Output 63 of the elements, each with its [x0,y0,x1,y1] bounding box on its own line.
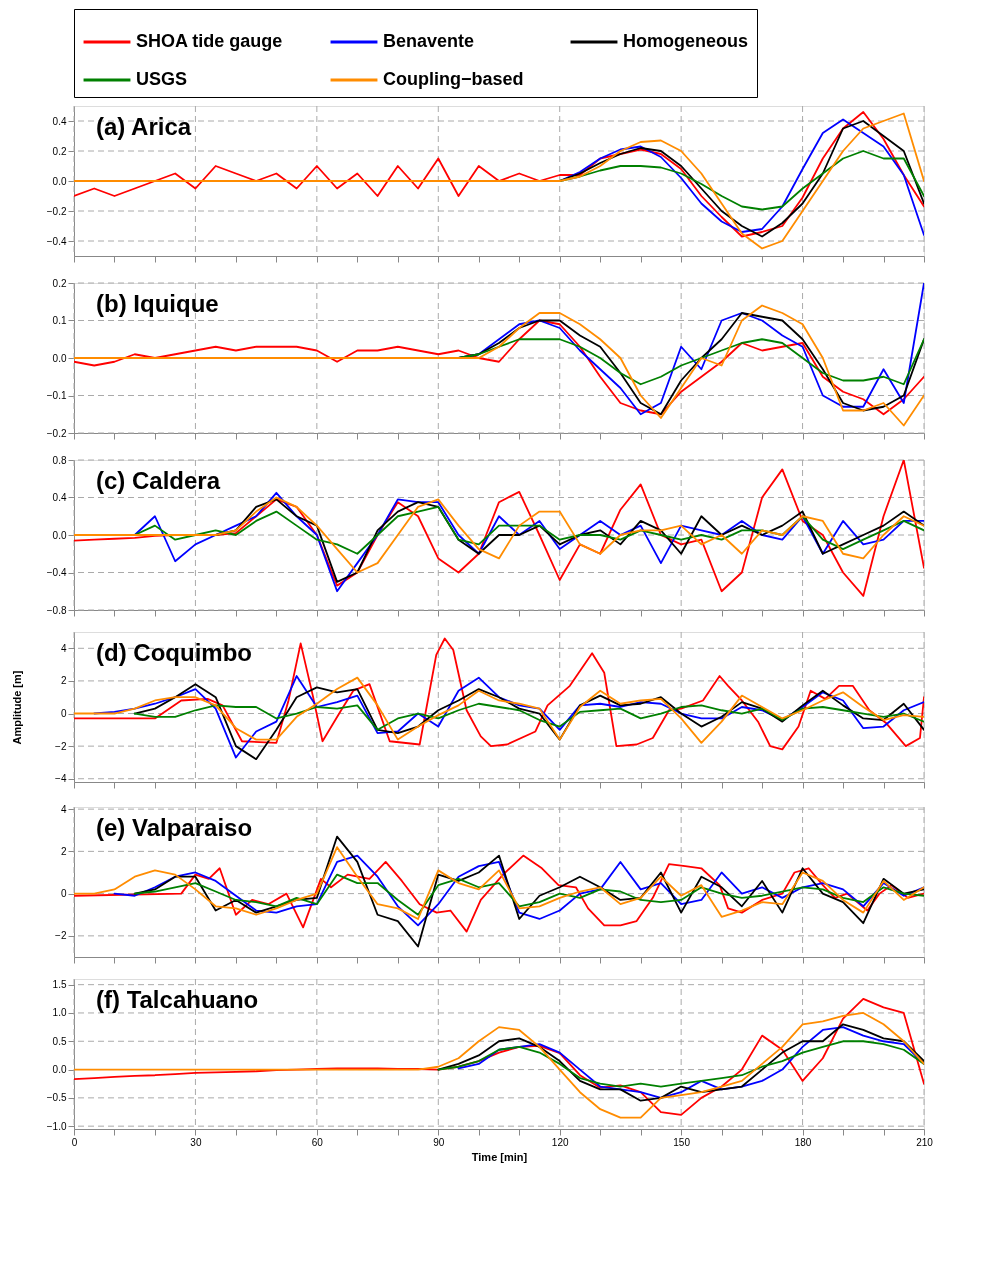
line-series [93,675,924,759]
y-tick-label: 2 [60,845,67,857]
y-tick-label: 0.4 [52,115,67,127]
line-series [133,683,924,761]
line-series [74,676,924,744]
chart-title: (b) Iquique [96,290,219,317]
line-series [133,702,924,731]
line-series [133,873,924,916]
chart-title: (c) Caldera [96,467,221,494]
y-tick-label: 0.4 [52,492,67,503]
y-tick-label: 0.0 [52,175,67,187]
y-tick-label: −4 [55,773,67,785]
y-tick-label: 0 [60,708,67,720]
y-tick-label: 1.0 [52,1007,67,1019]
y-tick-label: 0.5 [52,1035,67,1047]
x-axis-title: Time [min] [471,1150,528,1163]
y-tick-label: −1.0 [46,1120,67,1132]
y-tick-label: −0.4 [46,235,67,247]
line-series [74,637,924,751]
line-series [74,496,924,574]
y-tick-label: 0.2 [52,145,67,157]
x-tick-label: 120 [551,1136,569,1148]
y-tick-label: −0.4 [46,567,67,578]
y-tick-label: 1.5 [52,979,67,991]
y-tick-label: −2 [55,740,67,752]
legend-label: USGS [136,69,188,89]
y-tick-label: 4 [60,803,67,815]
y-axis-title: Amplitude [m] [10,670,23,745]
x-tick-label: 0 [71,1136,78,1148]
line-series [74,319,924,416]
y-tick-label: −0.8 [46,604,67,616]
x-tick-label: 30 [190,1136,202,1148]
x-tick-label: 90 [433,1136,445,1148]
y-tick-label: 4 [60,642,67,654]
y-tick-label: 2 [60,675,67,687]
legend-label: Coupling−based [383,69,524,89]
chart-title: (a) Arica [96,113,192,140]
y-tick-label: 0.8 [52,454,67,466]
x-tick-label: 180 [794,1136,812,1148]
legend-label: Homogeneous [623,31,749,51]
y-tick-label: 0 [60,888,67,900]
y-tick-label: −0.1 [46,390,67,401]
x-tick-label: 210 [916,1136,934,1148]
chart-title: (d) Coquimbo [96,639,252,666]
line-series [133,491,924,593]
line-series [74,846,924,920]
chart-title: (f) Talcahuano [96,986,259,1013]
line-series [437,1040,924,1088]
legend-label: Benavente [383,31,475,51]
chart-title: (e) Valparaiso [96,814,253,841]
line-series [133,505,924,555]
y-tick-label: 0.0 [52,352,67,364]
y-tick-label: −2 [55,930,67,942]
y-tick-label: 0.0 [52,1064,67,1076]
x-tick-label: 60 [311,1136,324,1148]
legend-label: SHOA tide gauge [136,31,283,51]
y-tick-label: −0.2 [46,427,67,439]
y-tick-label: 0.2 [52,277,67,289]
y-tick-label: −0.2 [46,205,67,217]
x-tick-label: 150 [673,1136,691,1148]
y-tick-label: 0.0 [52,529,67,541]
y-tick-label: 0.1 [52,315,67,326]
y-tick-label: −0.5 [46,1092,67,1104]
